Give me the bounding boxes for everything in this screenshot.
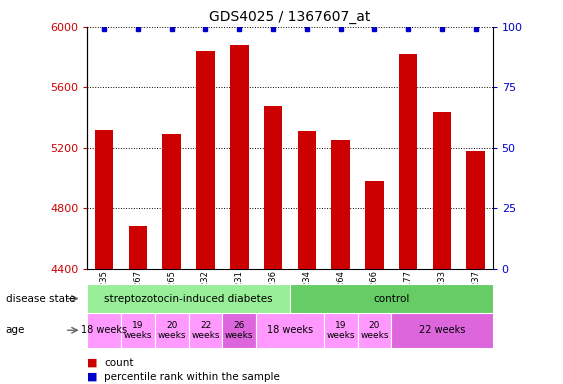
Bar [87,284,290,313]
Bar [391,313,493,348]
Bar [298,131,316,269]
Bar [222,313,256,348]
Bar [467,151,485,269]
Text: 20
weeks: 20 weeks [360,321,388,340]
Text: ■: ■ [87,358,98,368]
Text: disease state: disease state [6,293,75,304]
Text: age: age [6,325,25,335]
Bar [230,45,249,269]
Bar [324,313,358,348]
Text: 19
weeks: 19 weeks [124,321,152,340]
Text: control: control [373,293,409,304]
Text: ■: ■ [87,372,98,382]
Bar [263,106,282,269]
Text: 26
weeks: 26 weeks [225,321,253,340]
Bar [358,313,391,348]
Bar [290,284,493,313]
Bar [189,313,222,348]
Bar [128,227,148,269]
Bar [332,140,350,269]
Text: 20
weeks: 20 weeks [158,321,186,340]
Text: 22 weeks: 22 weeks [419,325,465,335]
Bar [432,112,452,269]
Text: 18 weeks: 18 weeks [81,325,127,335]
Bar [256,313,324,348]
Title: GDS4025 / 1367607_at: GDS4025 / 1367607_at [209,10,370,25]
Bar [196,51,215,269]
Bar [87,313,121,348]
Text: 22
weeks: 22 weeks [191,321,220,340]
Text: streptozotocin-induced diabetes: streptozotocin-induced diabetes [104,293,273,304]
Bar [155,313,189,348]
Bar [399,54,418,269]
Bar [365,181,384,269]
Bar [163,134,181,269]
Bar [121,313,155,348]
Text: 18 weeks: 18 weeks [267,325,313,335]
Text: count: count [104,358,133,368]
Bar [95,130,114,269]
Text: percentile rank within the sample: percentile rank within the sample [104,372,280,382]
Text: 19
weeks: 19 weeks [327,321,355,340]
